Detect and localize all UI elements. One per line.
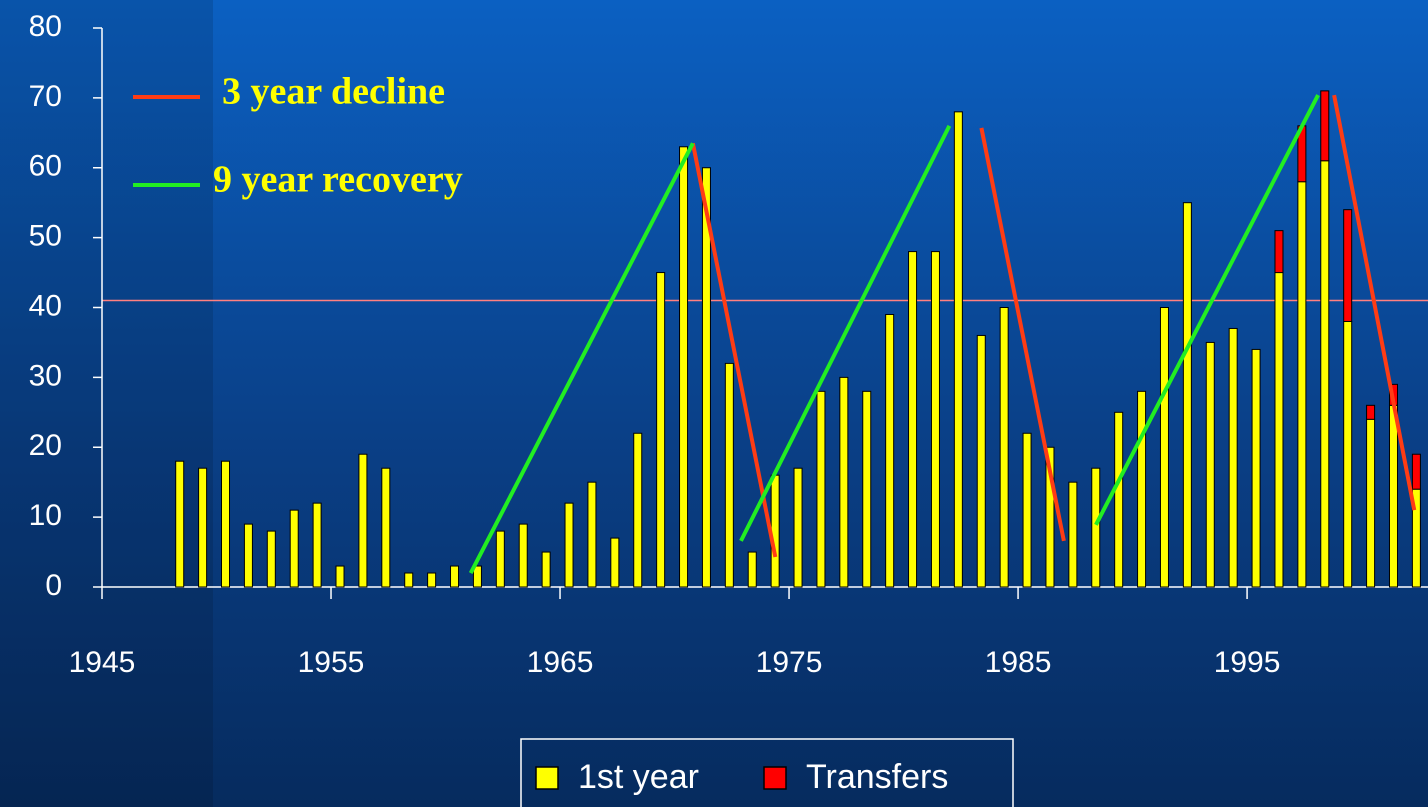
bar-segment — [1366, 404, 1376, 420]
bar-segment — [564, 502, 574, 588]
bar-segment — [1297, 181, 1307, 588]
left-strip — [0, 0, 213, 807]
bar-segment — [1045, 446, 1055, 588]
bar-segment — [930, 251, 940, 588]
x-tick-label: 1985 — [985, 646, 1052, 679]
bar-segment — [1411, 453, 1421, 490]
bar-segment — [175, 460, 185, 588]
bar-segment — [816, 390, 826, 588]
y-tick-label: 10 — [29, 499, 62, 532]
legend-label: 1st year — [578, 758, 699, 796]
bar-segment — [1366, 418, 1376, 588]
y-tick-label: 0 — [45, 569, 62, 602]
bar-segment — [289, 509, 299, 588]
x-tick-label: 1965 — [527, 646, 594, 679]
bar-segment — [679, 146, 689, 588]
bar-segment — [862, 390, 872, 588]
bar-segment — [1388, 404, 1398, 588]
legend-swatch — [535, 766, 559, 790]
x-tick-label: 1975 — [756, 646, 823, 679]
bar-segment — [266, 530, 276, 588]
trend-line — [690, 94, 1417, 558]
bar-segment — [221, 460, 231, 588]
y-tick-label: 50 — [29, 220, 62, 253]
bar-segment — [335, 565, 345, 588]
bar-segment — [450, 565, 460, 588]
bar-segment — [1114, 411, 1124, 588]
legend-swatch — [763, 766, 787, 790]
bar-segment — [724, 362, 734, 588]
bar-segment — [701, 167, 711, 588]
bar-segment — [999, 307, 1009, 588]
bar-segment — [1251, 348, 1261, 588]
bar-segment — [472, 565, 482, 588]
bar-segment — [541, 551, 551, 588]
bar-segment — [1320, 160, 1330, 588]
bar-segment — [1228, 327, 1238, 588]
bar-segment — [770, 474, 780, 588]
bar-segment — [610, 537, 620, 588]
y-tick-label: 60 — [29, 150, 62, 183]
y-tick-label: 80 — [29, 10, 62, 43]
bar-segment — [381, 467, 391, 588]
bar-segment — [1343, 320, 1353, 588]
bar-segment — [1068, 481, 1078, 588]
bar-segment — [908, 251, 918, 588]
bar-segment — [1022, 432, 1032, 588]
bar-segment — [1091, 467, 1101, 588]
y-tick-label: 40 — [29, 289, 62, 322]
bar-segment — [1159, 307, 1169, 588]
bar-segment — [587, 481, 597, 588]
trend-line — [468, 94, 1320, 574]
bar-segment — [495, 530, 505, 588]
legend-label: Transfers — [806, 758, 948, 796]
bar-segment — [1137, 390, 1147, 588]
bar-segment — [793, 467, 803, 588]
bar-segment — [427, 572, 437, 588]
bar-segment — [1274, 230, 1284, 274]
bar-segment — [518, 523, 528, 588]
bar-segment — [1320, 90, 1330, 162]
bar-segment — [953, 111, 963, 588]
bar-segment — [656, 272, 666, 588]
bar-segment — [976, 334, 986, 588]
bar-segment — [633, 432, 643, 588]
bar-segment — [404, 572, 414, 588]
bar-segment — [839, 376, 849, 588]
bar-segment — [358, 453, 368, 588]
legend-box — [520, 738, 1014, 807]
y-tick-label: 70 — [29, 80, 62, 113]
legend-label: 9 year recovery — [213, 159, 463, 201]
bar-segment — [312, 502, 322, 588]
y-tick-label: 30 — [29, 359, 62, 392]
bar-segment — [1182, 202, 1192, 588]
bar-segment — [1274, 272, 1284, 588]
bar-segment — [885, 313, 895, 588]
bar-segment — [243, 523, 253, 588]
bar-segment — [1343, 209, 1353, 322]
bar-segment — [747, 551, 757, 588]
x-tick-label: 1955 — [298, 646, 365, 679]
y-tick-label: 20 — [29, 429, 62, 462]
x-tick-label: 1945 — [69, 646, 136, 679]
legend-label: 3 year decline — [222, 71, 445, 113]
bar-segment — [198, 467, 208, 588]
x-tick-label: 1995 — [1214, 646, 1281, 679]
bar-segment — [1205, 341, 1215, 588]
